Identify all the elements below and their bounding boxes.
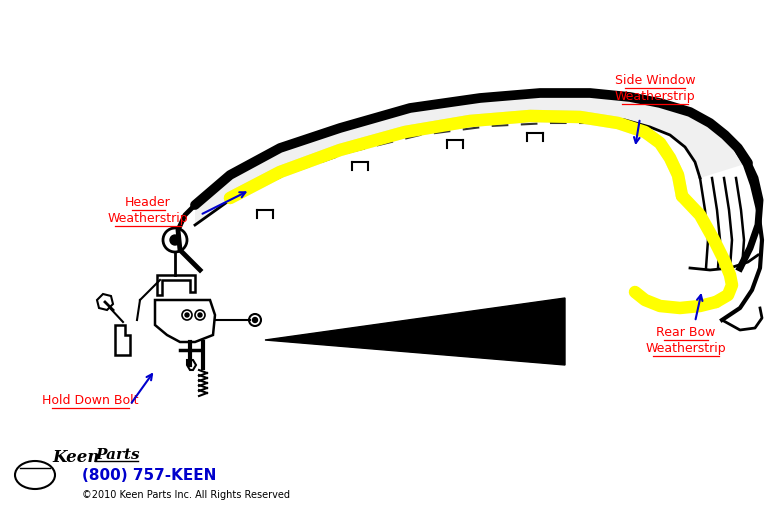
Text: Header: Header	[125, 195, 171, 209]
Circle shape	[170, 235, 180, 245]
Text: (800) 757-KEEN: (800) 757-KEEN	[82, 468, 216, 483]
Text: Side Window: Side Window	[614, 74, 695, 87]
Polygon shape	[195, 93, 748, 225]
Text: Rear Bow: Rear Bow	[656, 325, 715, 338]
Text: Weatherstrip: Weatherstrip	[614, 90, 695, 103]
Circle shape	[185, 313, 189, 317]
Text: ©2010 Keen Parts Inc. All Rights Reserved: ©2010 Keen Parts Inc. All Rights Reserve…	[82, 490, 290, 500]
Text: Weatherstrip: Weatherstrip	[646, 341, 726, 354]
Circle shape	[198, 313, 202, 317]
Polygon shape	[265, 298, 565, 365]
Text: Parts: Parts	[95, 448, 139, 462]
Text: Hold Down Bolt: Hold Down Bolt	[42, 394, 139, 407]
Text: Weatherstrip: Weatherstrip	[108, 211, 189, 224]
Text: Keen: Keen	[52, 450, 99, 467]
Circle shape	[253, 318, 257, 323]
